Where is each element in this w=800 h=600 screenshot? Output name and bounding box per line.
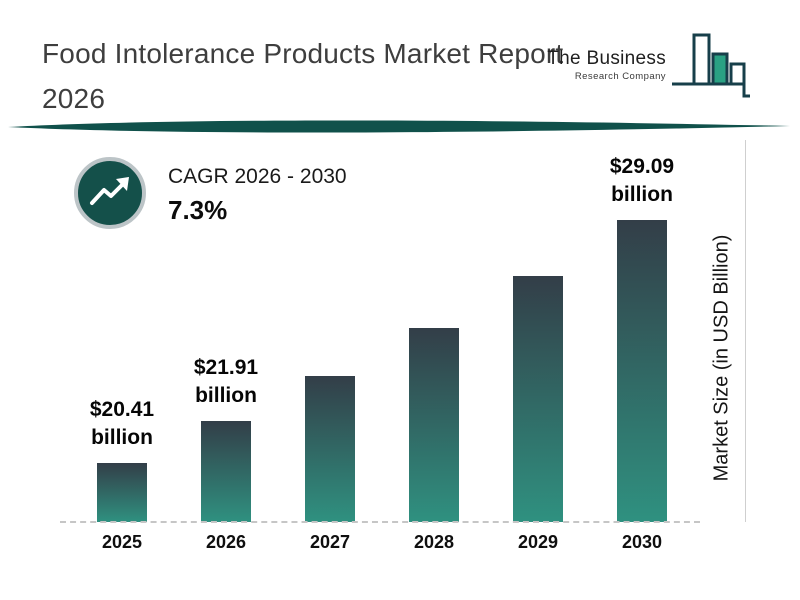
x-axis-label: 2029 — [517, 532, 559, 552]
logo-text-secondary: Research Company — [574, 71, 666, 82]
x-axis-labels: 2025 2026 2027 2028 2029 2030 — [70, 532, 694, 553]
logo-text: The Business Research Company — [547, 48, 666, 82]
page-title: Food Intolerance Products Market Report … — [42, 38, 564, 114]
bar-2030 — [617, 220, 667, 522]
bar-2029 — [513, 276, 563, 522]
bar-column: $29.09 billion — [590, 153, 694, 522]
cagr-badge: CAGR 2026 - 2030 7.3% — [72, 155, 347, 231]
bar-2025 — [97, 463, 147, 522]
x-axis-label: 2027 — [309, 532, 351, 552]
bar-value-label: $20.41 billion — [89, 398, 155, 449]
company-logo: The Business Research Company — [547, 32, 750, 104]
x-axis-label: 2028 — [413, 532, 455, 552]
bar-column: $21.91 billion — [174, 354, 278, 522]
x-axis-label: 2030 — [621, 532, 663, 552]
cagr-label: CAGR 2026 - 2030 — [168, 165, 347, 188]
bar-2026 — [201, 421, 251, 522]
x-axis-label: 2026 — [205, 532, 247, 552]
cagr-value: 7.3% — [168, 195, 228, 225]
x-axis-label: 2025 — [101, 532, 143, 552]
bar-column — [486, 276, 590, 522]
bar-2028 — [409, 328, 459, 522]
divider-shape — [8, 120, 790, 133]
logo-text-primary: The Business — [547, 48, 666, 69]
bar-value-label: $29.09 billion — [609, 155, 675, 206]
growth-arrow-icon — [74, 157, 146, 229]
bar-column — [278, 376, 382, 522]
bar-value-label: $21.91 billion — [193, 356, 259, 407]
right-axis-line — [745, 140, 746, 522]
x-axis-baseline — [60, 521, 700, 523]
cagr-text: CAGR 2026 - 2030 7.3% — [168, 165, 347, 226]
bar-column: $20.41 billion — [70, 396, 174, 522]
bar-2027 — [305, 376, 355, 522]
logo-bars-icon — [672, 33, 750, 98]
bar-column — [382, 328, 486, 522]
bar-chart: $20.41 billion $21.91 billion $29.09 billion — [70, 153, 694, 522]
y-axis-label: Market Size (in USD Billion) — [710, 234, 733, 482]
